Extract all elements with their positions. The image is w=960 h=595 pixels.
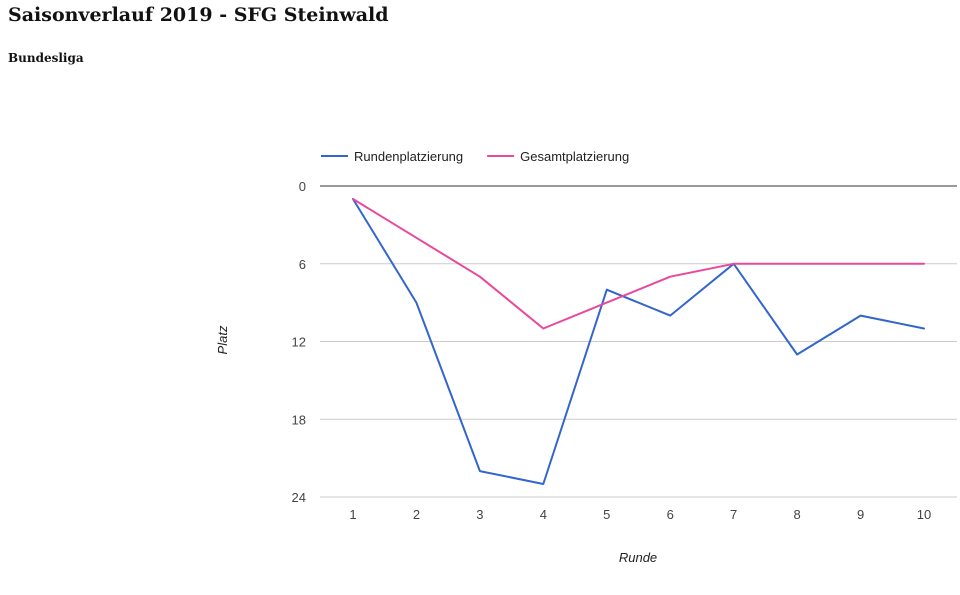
y-tick-label: 18 <box>292 412 306 427</box>
x-tick-label: 10 <box>917 507 931 522</box>
x-tick-label: 1 <box>349 507 356 522</box>
legend-item[interactable]: Gesamtplatzierung <box>487 149 629 164</box>
x-tick-label: 7 <box>730 507 737 522</box>
x-tick-label: 5 <box>603 507 610 522</box>
legend-label: Gesamtplatzierung <box>520 149 629 164</box>
x-tick-label: 2 <box>413 507 420 522</box>
y-tick-label: 12 <box>292 335 306 350</box>
rundenplatzierung-line <box>352 198 925 485</box>
x-axis-title: Runde <box>619 550 657 565</box>
legend-label: Rundenplatzierung <box>354 149 463 164</box>
x-tick-label: 8 <box>793 507 800 522</box>
legend-item[interactable]: Rundenplatzierung <box>321 149 463 164</box>
x-tick-label: 4 <box>540 507 547 522</box>
x-tick-label: 3 <box>476 507 483 522</box>
x-tick-label: 9 <box>857 507 864 522</box>
y-axis-title: Platz <box>215 325 230 354</box>
page-title: Saisonverlauf 2019 - SFG Steinwald <box>8 4 389 26</box>
x-tick-label: 6 <box>667 507 674 522</box>
gesamtplatzierung-line <box>352 198 925 330</box>
y-tick-label: 6 <box>299 257 306 272</box>
series-layer <box>352 198 925 485</box>
chart-legend[interactable]: Rundenplatzierung Gesamtplatzierung <box>321 149 629 164</box>
y-tick-label: 0 <box>299 179 306 194</box>
league-label: Bundesliga <box>8 51 84 65</box>
grid-layer <box>320 185 957 498</box>
y-tick-label: 24 <box>292 490 306 505</box>
